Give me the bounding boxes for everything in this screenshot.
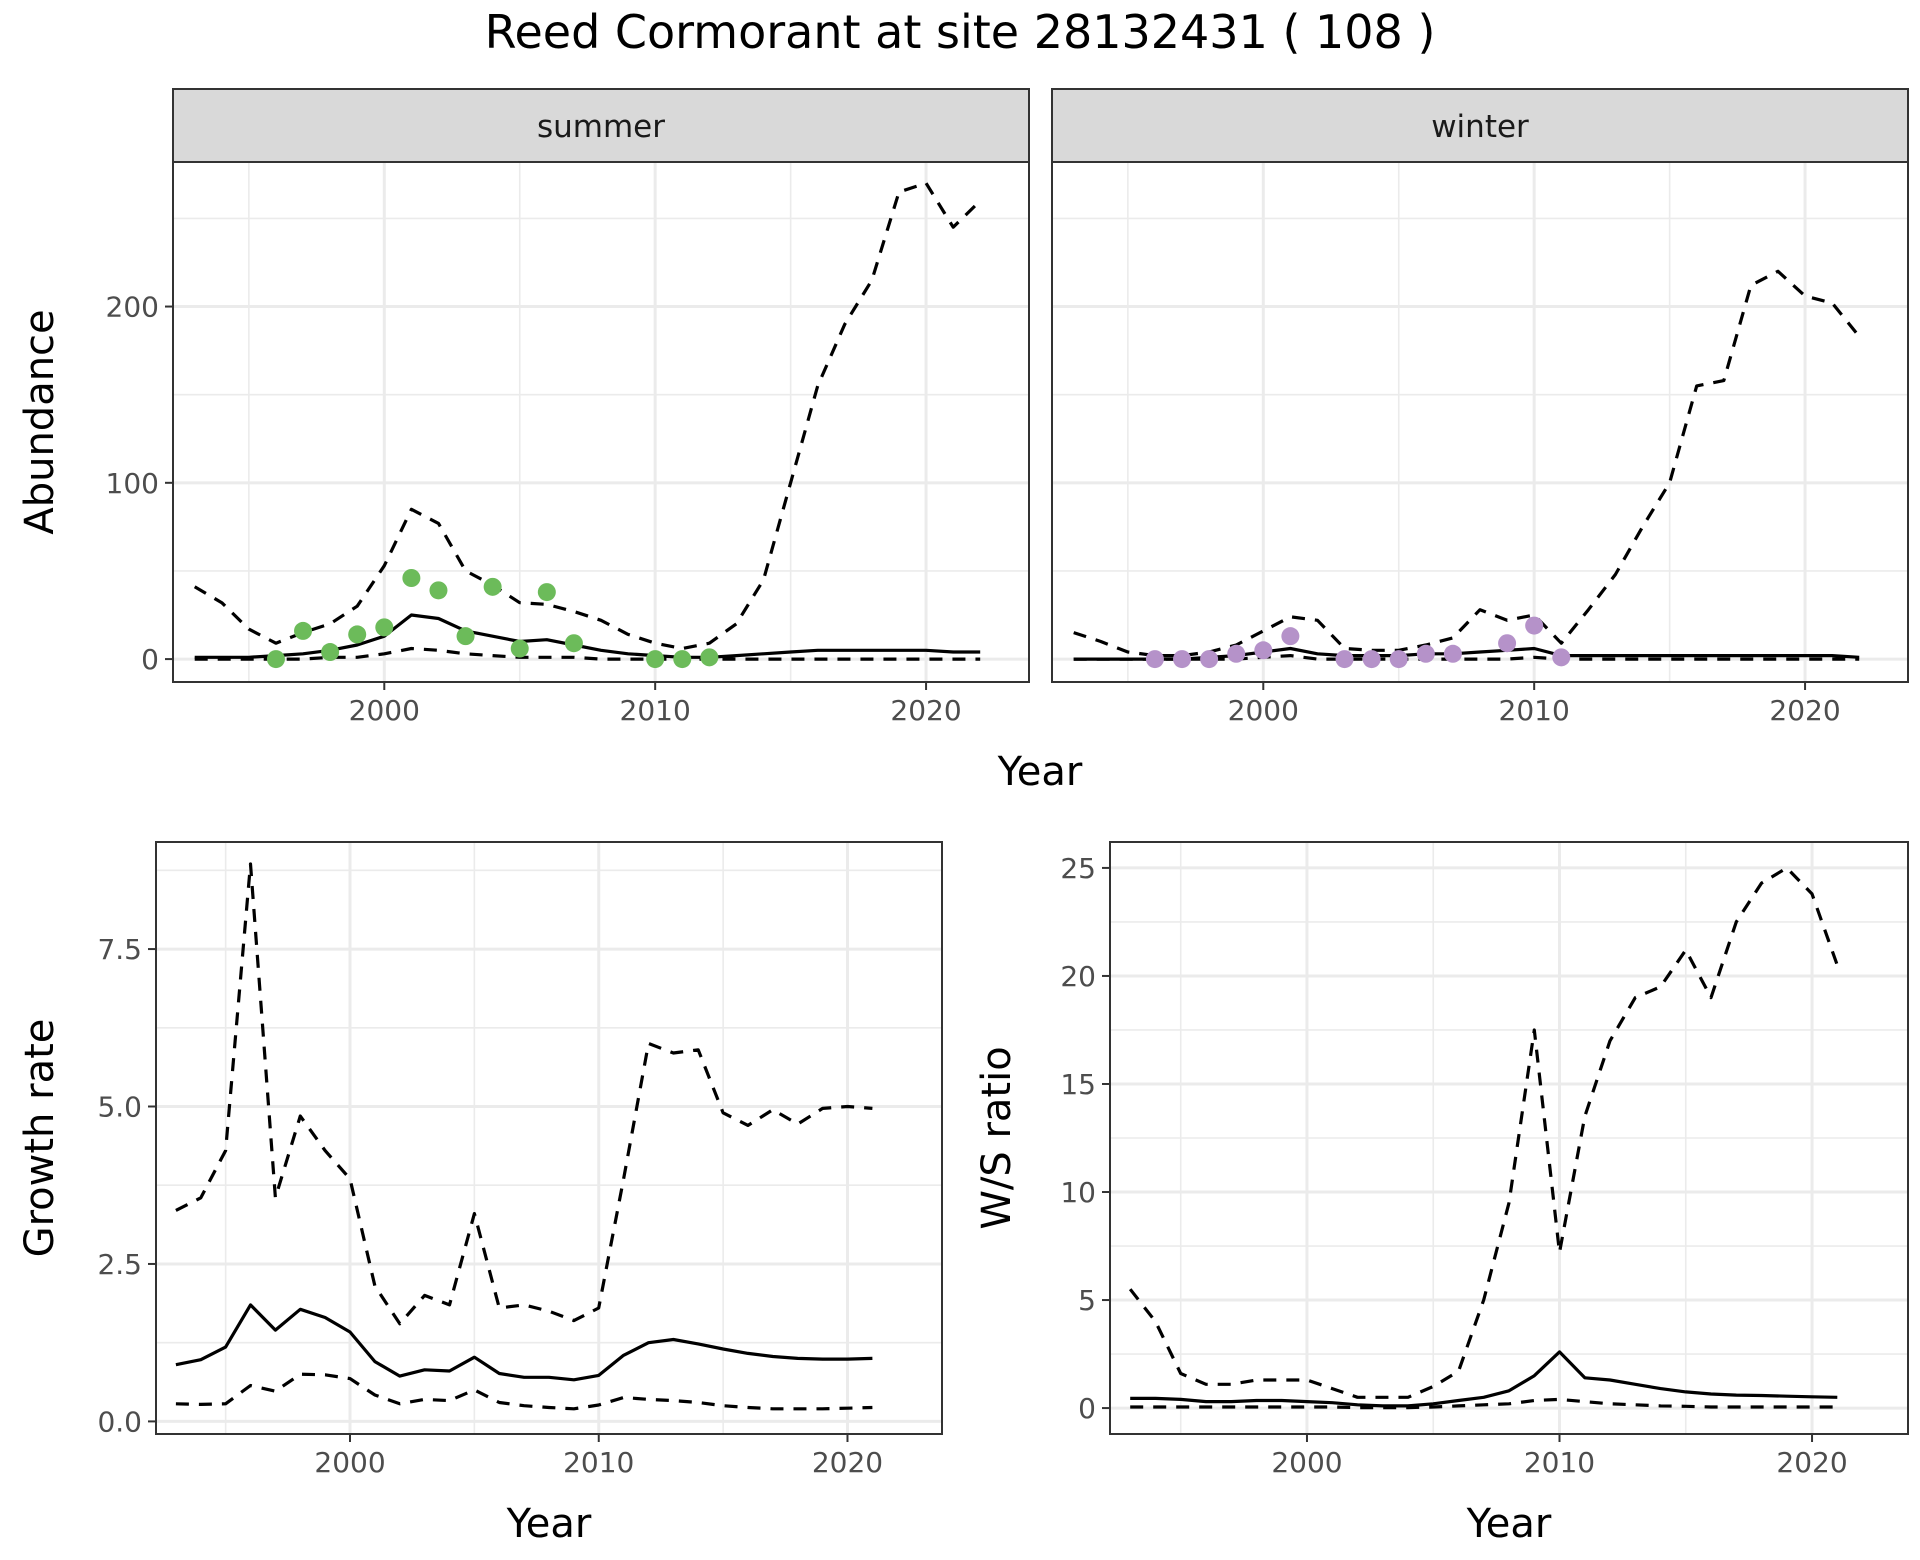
abundance-winter-observed-point bbox=[1281, 627, 1300, 646]
abundance-summer-panel: summer 0 100 200 2000 2010 2020 bbox=[106, 88, 1030, 727]
ws-ratio-x-axis-title: Year bbox=[1466, 1501, 1552, 1547]
abundance-x-axis-title: Year bbox=[997, 749, 1083, 795]
abundance-summer-lower-line bbox=[194, 646, 981, 661]
winter-strip-label: winter bbox=[1431, 109, 1529, 145]
abundance-summer-observed-point bbox=[483, 577, 502, 596]
abundance-winter-observed-point bbox=[1498, 634, 1517, 653]
y-tick-label: 5.0 bbox=[97, 1091, 142, 1124]
y-tick-label: 15 bbox=[1060, 1068, 1096, 1101]
abundance-y-axis-title: Abundance bbox=[17, 309, 63, 534]
abundance-summer-observed-point bbox=[456, 627, 475, 646]
x-tick-label: 2000 bbox=[314, 1446, 385, 1479]
abundance-summer-observed-point bbox=[429, 581, 448, 600]
growth-rate-lower-line bbox=[175, 1372, 873, 1411]
abundance-summer-observed-point bbox=[375, 618, 394, 637]
y-tick-label: 2.5 bbox=[97, 1248, 142, 1281]
x-tick-label: 2020 bbox=[890, 694, 961, 727]
y-tick-label: 200 bbox=[106, 291, 159, 324]
x-tick-label: 2000 bbox=[1271, 1446, 1342, 1479]
abundance-winter-observed-point bbox=[1200, 650, 1219, 669]
x-tick-label: 2000 bbox=[349, 694, 420, 727]
abundance-winter-upper-line bbox=[1073, 269, 1861, 658]
x-tick-label: 2020 bbox=[1769, 694, 1840, 727]
abundance-summer-observed-point bbox=[510, 639, 529, 658]
y-tick-label: 5 bbox=[1078, 1284, 1096, 1317]
y-tick-label: 0 bbox=[1078, 1392, 1096, 1425]
abundance-summer-observed-point bbox=[564, 634, 583, 653]
growth-rate-y-axis-title: Growth rate bbox=[17, 1019, 63, 1258]
x-tick-label: 2000 bbox=[1228, 694, 1299, 727]
y-tick-label: 0.0 bbox=[97, 1405, 142, 1438]
abundance-summer-observed-point bbox=[646, 650, 665, 669]
abundance-winter-observed-point bbox=[1173, 650, 1192, 669]
abundance-winter-observed-point bbox=[1389, 650, 1408, 669]
ws-ratio-y-axis-title: W/S ratio bbox=[974, 1046, 1020, 1229]
abundance-winter-observed-point bbox=[1443, 644, 1462, 663]
abundance-summer-observed-point bbox=[700, 648, 719, 667]
y-tick-label: 7.5 bbox=[97, 933, 142, 966]
ws-ratio-panel-border bbox=[1109, 841, 1909, 1435]
y-tick-label: 20 bbox=[1060, 960, 1096, 993]
growth-rate-panel: 0.0 2.5 5.0 7.5 2000 2010 2020 bbox=[97, 841, 943, 1479]
x-tick-label: 2010 bbox=[620, 694, 691, 727]
abundance-summer-observed-point bbox=[294, 621, 313, 640]
growth-rate-mean-line bbox=[175, 1303, 873, 1382]
abundance-summer-observed-point bbox=[348, 625, 367, 644]
abundance-summer-mean-line bbox=[194, 613, 981, 659]
summer-strip bbox=[172, 88, 1030, 163]
abundance-summer-observed-point bbox=[402, 569, 421, 587]
abundance-winter-observed-point bbox=[1362, 650, 1381, 669]
abundance-summer-observed-point bbox=[321, 643, 340, 662]
x-tick-label: 2020 bbox=[812, 1446, 883, 1479]
abundance-winter-panel: winter 2000 2010 2020 bbox=[1051, 88, 1909, 727]
ws-ratio-panel: 0 5 10 15 20 25 2000 2010 2020 bbox=[1060, 841, 1909, 1479]
y-tick-label: 0 bbox=[141, 643, 159, 676]
winter-panel-border bbox=[1051, 161, 1909, 683]
ws-ratio-lower-line bbox=[1130, 1397, 1838, 1410]
abundance-winter-observed-point bbox=[1552, 648, 1571, 667]
y-tick-label: 100 bbox=[106, 467, 159, 500]
abundance-winter-observed-point bbox=[1335, 650, 1354, 669]
figure-title: Reed Cormorant at site 28132431 ( 108 ) bbox=[485, 5, 1436, 59]
abundance-winter-lower-line bbox=[1073, 653, 1860, 661]
abundance-summer-observed-point bbox=[266, 650, 285, 669]
abundance-winter-observed-point bbox=[1254, 641, 1273, 660]
x-tick-label: 2020 bbox=[1776, 1446, 1847, 1479]
abundance-winter-observed-point bbox=[1525, 616, 1544, 635]
summer-strip-label: summer bbox=[537, 109, 665, 145]
growth-rate-upper-line bbox=[175, 862, 873, 1326]
abundance-winter-observed-point bbox=[1227, 644, 1246, 663]
summer-panel-border bbox=[172, 161, 1030, 683]
growth-rate-panel-border bbox=[155, 841, 943, 1435]
y-tick-label: 10 bbox=[1060, 1176, 1096, 1209]
abundance-summer-upper-line bbox=[193, 181, 982, 651]
abundance-summer-observed-point bbox=[537, 583, 556, 602]
abundance-winter-observed-point bbox=[1416, 644, 1435, 663]
abundance-summer-observed-point bbox=[673, 650, 692, 669]
ws-ratio-upper-line bbox=[1128, 866, 1839, 1399]
x-tick-label: 2010 bbox=[1499, 694, 1570, 727]
abundance-winter-observed-point bbox=[1145, 650, 1164, 669]
y-tick-label: 25 bbox=[1060, 852, 1096, 885]
ws-ratio-mean-line bbox=[1130, 1350, 1838, 1408]
x-tick-label: 2010 bbox=[563, 1446, 634, 1479]
growth-rate-x-axis-title: Year bbox=[506, 1501, 592, 1547]
x-tick-label: 2010 bbox=[1524, 1446, 1595, 1479]
winter-strip bbox=[1051, 88, 1909, 163]
